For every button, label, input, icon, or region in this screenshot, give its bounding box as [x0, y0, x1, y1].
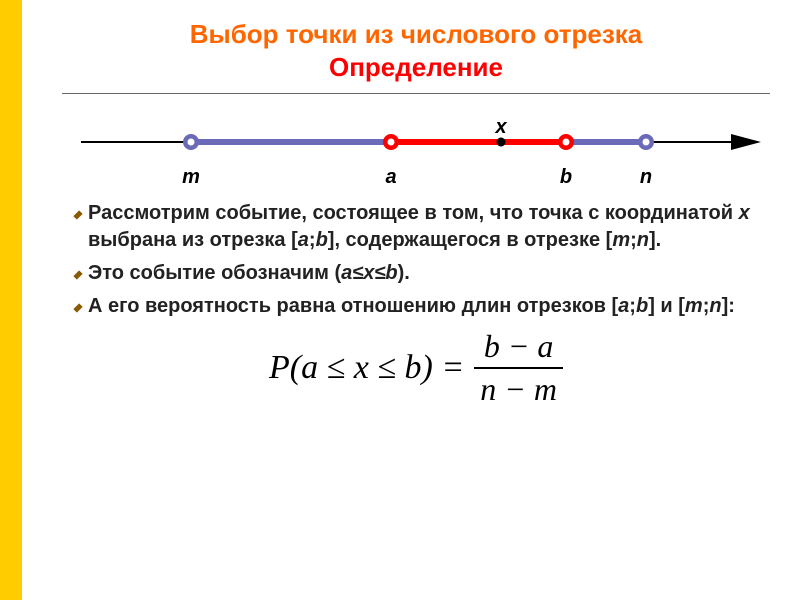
- slide-title: Выбор точки из числового отрезка Определ…: [62, 18, 770, 83]
- axis-label-m: m: [182, 166, 200, 189]
- number-line-svg: [71, 104, 761, 194]
- axis-label-b: b: [560, 166, 572, 189]
- formula-numerator: b − a: [478, 328, 560, 365]
- axis-label-x: x: [495, 116, 506, 139]
- formula-fraction: b − a n − m: [474, 328, 563, 408]
- slide-content: Выбор точки из числового отрезка Определ…: [22, 0, 800, 600]
- bullet-2: Это событие обозначим (a≤x≤b).: [74, 260, 770, 287]
- probability-formula: P(a ≤ x ≤ b) = b − a n − m: [62, 328, 770, 408]
- title-divider: [62, 93, 770, 94]
- body-text: Рассмотрим событие, состоящее в том, что…: [62, 200, 770, 320]
- accent-sidebar: [0, 0, 22, 600]
- axis-label-a: a: [385, 166, 396, 189]
- formula-left: P(a ≤ x ≤ b) =: [269, 349, 464, 387]
- bullet-3: А его вероятность равна отношению длин о…: [74, 293, 770, 320]
- title-line-1: Выбор точки из числового отрезка: [190, 19, 643, 49]
- title-line-2: Определение: [329, 52, 503, 82]
- formula-denominator: n − m: [474, 371, 563, 408]
- bullet-1: Рассмотрим событие, состоящее в том, что…: [74, 200, 770, 254]
- fraction-bar: [474, 367, 563, 369]
- number-line-diagram: m a x b n: [71, 104, 761, 194]
- axis-label-n: n: [640, 166, 652, 189]
